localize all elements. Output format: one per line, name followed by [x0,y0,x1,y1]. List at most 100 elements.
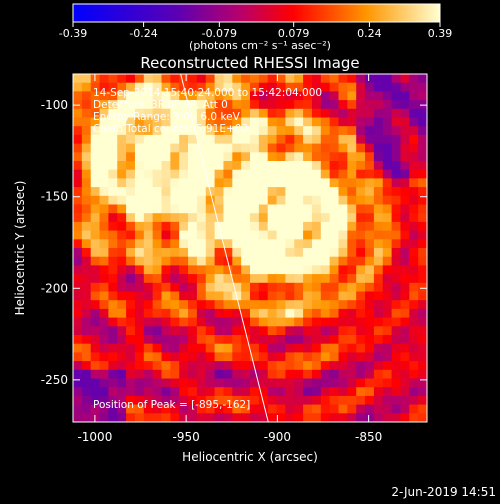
heatmap-cell [143,152,154,162]
heatmap-cell [400,317,410,327]
heatmap-cell [276,378,286,388]
heatmap-cell [205,300,216,310]
heatmap-cell [126,213,136,223]
heatmap-cell [276,239,286,249]
heatmap-cell [276,152,286,162]
heatmap-cell [373,352,384,362]
heatmap-cell [294,221,304,232]
heatmap-cell [205,126,216,136]
heatmap-cell [418,326,427,336]
heatmap-cell [188,204,198,214]
heatmap-cell [134,291,145,301]
heatmap-cell [303,369,313,380]
heatmap-cell [382,74,393,84]
heatmap-cell [347,91,357,101]
heatmap-cell [418,143,427,153]
heatmap-cell [170,369,180,380]
heatmap-cell [250,248,260,258]
heatmap-cell [418,221,427,232]
heatmap-cell [303,178,313,188]
annotation-clean: Clean Total counts: 5.91E+03 [93,123,248,135]
heatmap-cell [311,256,322,266]
heatmap-cell [81,343,92,353]
heatmap-cell [320,317,331,327]
heatmap-cell [382,369,393,380]
heatmap-cell [391,274,402,284]
heatmap-cell [223,352,233,362]
heatmap-cell [365,152,375,162]
heatmap-cell [126,343,136,353]
heatmap-cell [365,265,375,275]
heatmap-cell [73,404,83,414]
heatmap-cell [250,169,260,179]
heatmap-cell [73,335,83,345]
heatmap-cell [117,361,127,371]
heatmap-cell [373,291,384,301]
heatmap-cell [205,291,216,301]
heatmap-cell [241,352,251,362]
heatmap-cell [347,195,357,206]
heatmap-cell [382,169,393,179]
heatmap-cell [81,282,92,293]
heatmap-cell [373,274,384,284]
heatmap-cell [161,282,171,293]
heatmap-cell [73,221,83,232]
heatmap-cell [365,248,375,258]
heatmap-cell [400,195,410,206]
heatmap-cell [418,126,427,136]
heatmap-cell [188,343,198,353]
heatmap-cell [232,308,242,319]
heatmap-cell [258,291,269,301]
heatmap-cell [258,308,269,319]
heatmap-cell [223,221,233,232]
heatmap-cell [276,161,286,171]
heatmap-cell [356,369,366,380]
heatmap-cell [126,187,136,197]
heatmap-cell [400,369,410,380]
heatmap-cell [356,274,366,284]
heatmap-cell [294,161,304,171]
heatmap-cell [232,82,242,92]
heatmap-cell [81,317,92,327]
heatmap-cell [214,369,225,380]
heatmap-cell [81,152,92,162]
heatmap-cell [347,248,357,258]
heatmap-cell [303,404,313,414]
solar-limb-line [180,74,269,422]
heatmap-cell [205,308,216,319]
heatmap-cell [117,395,127,406]
heatmap-cell [152,274,163,284]
heatmap-cell [338,221,348,232]
heatmap-cell [214,195,225,206]
heatmap-cell [117,143,127,153]
heatmap-cell [170,256,180,266]
heatmap-cell [329,300,340,310]
heatmap-cell [73,204,83,214]
heatmap-cell [356,317,366,327]
heatmap-cell [303,361,313,371]
heatmap-cell [241,91,251,101]
heatmap-cell [303,308,313,319]
heatmap-cell [258,352,269,362]
heatmap-cell [347,343,357,353]
heatmap-cell [223,369,233,380]
heatmap-cell [418,343,427,353]
heatmap-cell [170,117,180,127]
heatmap-cell [391,143,402,153]
heatmap-cell [81,326,92,336]
heatmap-cell [108,221,118,232]
heatmap-cell [73,282,83,293]
heatmap-cell [214,108,225,119]
heatmap-cell [134,100,145,110]
heatmap-cell [418,291,427,301]
heatmap-cell [117,204,127,214]
heatmap-cell [303,326,313,336]
heatmap-cell [90,361,101,371]
heatmap-cell [232,152,242,162]
heatmap-cell [126,308,136,319]
heatmap-cell [179,326,189,336]
heatmap-cell [347,82,357,92]
heatmap-cell [356,343,366,353]
heatmap-cell [90,143,101,153]
heatmap-cell [338,343,348,353]
